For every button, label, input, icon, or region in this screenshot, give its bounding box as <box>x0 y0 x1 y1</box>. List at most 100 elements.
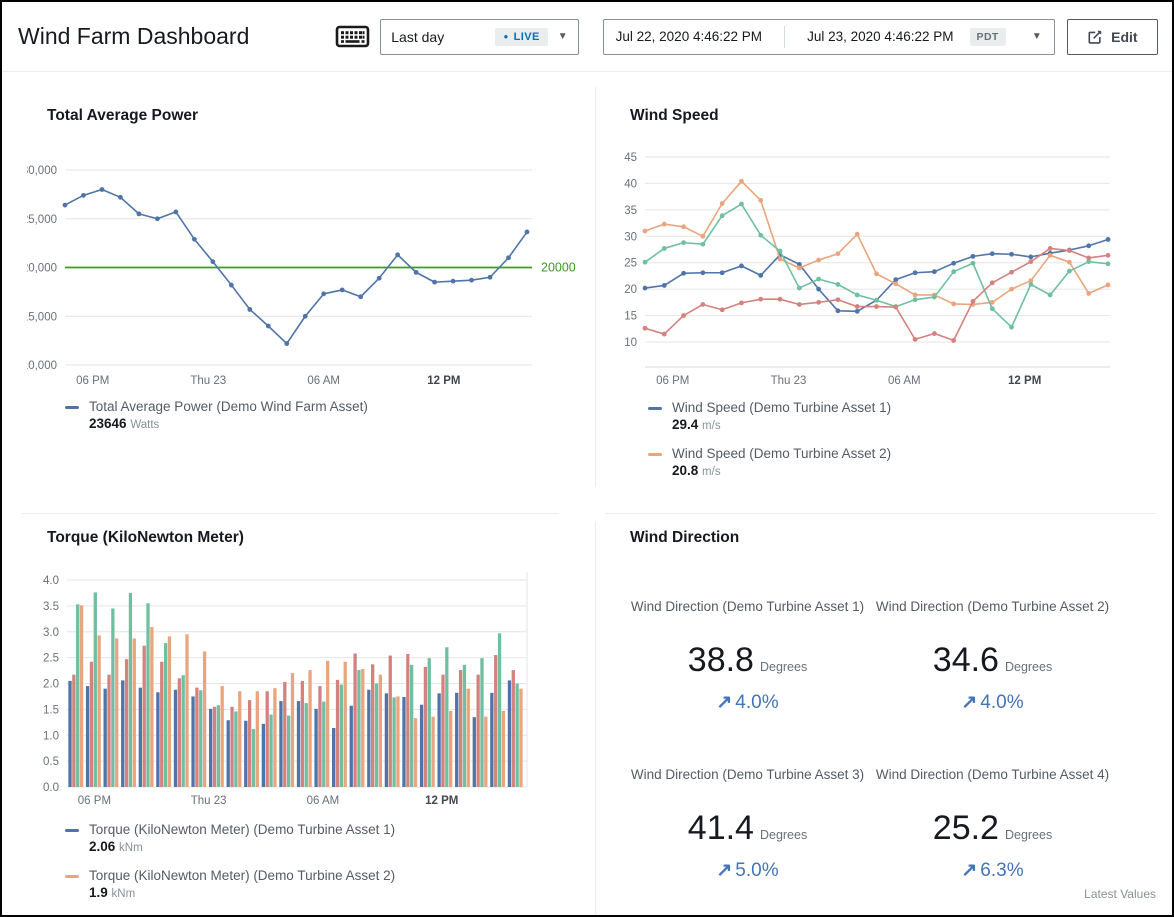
svg-text:20000: 20000 <box>541 261 576 275</box>
row-divider <box>22 513 559 514</box>
legend-value: 1.9 <box>89 885 108 900</box>
series-swatch <box>65 829 79 832</box>
svg-text:06 PM: 06 PM <box>78 795 111 807</box>
date-range-control[interactable]: Jul 22, 2020 4:46:22 PM Jul 23, 2020 4:4… <box>602 18 1055 55</box>
legend: Total Average Power (Demo Wind Farm Asse… <box>65 399 368 445</box>
legend-label: Total Average Power (Demo Wind Farm Asse… <box>89 399 368 414</box>
svg-text:3.5: 3.5 <box>43 601 59 613</box>
legend: Wind Speed (Demo Turbine Asset 1) 29.4 m… <box>648 400 891 492</box>
kpi-item: Wind Direction (Demo Turbine Asset 3) 41… <box>625 766 870 882</box>
wind-speed-chart[interactable]: 45 40 35 30 25 20 15 10 06 PM Thu 23 06 AM 12 PM <box>605 137 1163 392</box>
legend-item: Wind Speed (Demo Turbine Asset 2) 20.8 m… <box>648 446 891 481</box>
kpi-item: Wind Direction (Demo Turbine Asset 1) 38… <box>625 598 870 714</box>
legend-unit: m/s <box>702 466 721 478</box>
edit-icon <box>1087 29 1103 45</box>
svg-text:Thu 23: Thu 23 <box>190 375 226 387</box>
svg-text:0.0: 0.0 <box>43 782 59 794</box>
svg-text:1.5: 1.5 <box>43 704 59 716</box>
kpi-item: Wind Direction (Demo Turbine Asset 4) 25… <box>870 766 1115 882</box>
kpi-grid: Wind Direction (Demo Turbine Asset 1) 38… <box>625 598 1115 882</box>
legend-value: 23646 <box>89 416 127 431</box>
series-swatch <box>648 407 662 410</box>
series-swatch <box>648 453 662 456</box>
kpi-label: Wind Direction (Demo Turbine Asset 4) <box>875 767 1110 782</box>
panel-title: Torque (KiloNewton Meter) <box>47 529 244 546</box>
legend-label: Wind Speed (Demo Turbine Asset 1) <box>672 400 892 415</box>
kpi-label: Wind Direction (Demo Turbine Asset 3) <box>630 767 865 782</box>
kpi-label: Wind Direction (Demo Turbine Asset 2) <box>875 599 1110 614</box>
legend-label: Wind Speed (Demo Turbine Asset 2) <box>672 446 892 461</box>
keyboard-shortcuts-button[interactable] <box>335 24 370 49</box>
panel-title: Total Average Power <box>47 107 199 124</box>
kpi-label: Wind Direction (Demo Turbine Asset 1) <box>630 599 865 614</box>
chevron-down-icon: ▼ <box>557 31 568 42</box>
trend-up-icon: ↗ <box>716 860 733 881</box>
trend-up-icon: ↗ <box>961 692 978 713</box>
legend-unit: kNm <box>119 842 143 854</box>
svg-text:30,000: 30,000 <box>27 165 57 177</box>
column-divider <box>595 87 596 487</box>
legend-unit: kNm <box>111 888 136 900</box>
live-dot-icon: ● <box>503 31 509 41</box>
svg-text:20,000: 20,000 <box>27 263 57 275</box>
date-end: Jul 23, 2020 4:46:22 PM <box>807 29 954 44</box>
series-swatch <box>65 875 79 878</box>
panel-total-average-power: Total Average Power 30,000 25,000 20,000 15… <box>22 87 579 507</box>
kpi-value: 41.4 <box>687 809 754 847</box>
svg-text:12 PM: 12 PM <box>427 375 460 387</box>
legend-label: Torque (KiloNewton Meter) (Demo Turbine … <box>89 868 396 883</box>
svg-text:12 PM: 12 PM <box>1008 375 1041 387</box>
legend-item: Wind Speed (Demo Turbine Asset 1) 29.4 m… <box>648 400 891 435</box>
legend-label: Torque (KiloNewton Meter) (Demo Turbine … <box>89 822 396 837</box>
keyboard-icon <box>335 24 370 49</box>
svg-text:2.0: 2.0 <box>43 679 59 691</box>
svg-text:06 PM: 06 PM <box>76 375 109 387</box>
kpi-trend: ↗ 5.0% <box>716 860 779 881</box>
trend-up-icon: ↗ <box>716 692 733 713</box>
kpi-unit: Degrees <box>1004 660 1053 674</box>
kpi-value: 38.8 <box>687 641 754 679</box>
svg-text:25,000: 25,000 <box>27 214 57 226</box>
legend-item: Torque (KiloNewton Meter) (Demo Turbine … <box>65 822 395 857</box>
panel-title: Wind Speed <box>630 107 719 124</box>
latest-values-note: Latest Values <box>1084 887 1156 901</box>
legend-unit: Watts <box>130 419 160 431</box>
live-badge: ● LIVE <box>495 27 548 46</box>
legend-value: 2.06 <box>89 839 116 854</box>
panel-torque: Torque (KiloNewton Meter) 4.0 3.5 3.0 2.5 2.… <box>22 524 579 915</box>
svg-text:3.0: 3.0 <box>43 627 59 639</box>
svg-text:10: 10 <box>624 337 637 349</box>
time-range-dropdown[interactable]: Last day ● LIVE ▼ <box>380 18 579 55</box>
svg-text:06 AM: 06 AM <box>888 375 921 387</box>
panel-wind-speed: Wind Speed 45 40 35 30 25 20 15 10 06 PM Thu 23 06… <box>605 87 1170 507</box>
kpi-item: Wind Direction (Demo Turbine Asset 2) 34… <box>870 598 1115 714</box>
series-swatch <box>65 406 79 409</box>
legend-item: Total Average Power (Demo Wind Farm Asse… <box>65 399 368 434</box>
svg-text:30: 30 <box>624 231 637 243</box>
svg-text:06 AM: 06 AM <box>307 375 340 387</box>
timezone-badge: PDT <box>969 27 1006 46</box>
chevron-down-icon: ▼ <box>1031 31 1042 42</box>
edit-button[interactable]: Edit <box>1066 18 1158 55</box>
kpi-trend: ↗ 6.3% <box>961 860 1024 881</box>
svg-text:0.5: 0.5 <box>43 756 59 768</box>
svg-text:12 PM: 12 PM <box>425 795 458 807</box>
kpi-unit: Degrees <box>759 660 808 674</box>
kpi-unit: Degrees <box>759 828 808 842</box>
kpi-trend: ↗ 4.0% <box>716 692 779 713</box>
svg-text:40: 40 <box>624 178 637 190</box>
svg-text:25: 25 <box>624 258 637 270</box>
svg-text:2.5: 2.5 <box>43 653 59 665</box>
panel-title: Wind Direction <box>630 529 740 546</box>
svg-text:1.0: 1.0 <box>43 730 59 742</box>
kpi-trend: ↗ 4.0% <box>961 692 1024 713</box>
svg-text:20: 20 <box>624 284 637 296</box>
total-average-power-chart[interactable]: 30,000 25,000 20,000 15,000 10,000 06 PM Thu 2… <box>27 137 579 389</box>
svg-text:15: 15 <box>624 311 637 323</box>
legend-value: 29.4 <box>672 417 699 432</box>
legend: Torque (KiloNewton Meter) (Demo Turbine … <box>65 822 395 914</box>
svg-text:Thu 23: Thu 23 <box>191 795 227 807</box>
torque-chart[interactable]: 4.0 3.5 3.0 2.5 2.0 1.5 1.0 0.5 0.0 06 PM Thu 23 06… <box>27 562 579 817</box>
header-bar: Wind Farm Dashboard Last day ● LIVE ▼ <box>2 2 1172 72</box>
svg-text:35: 35 <box>624 205 637 217</box>
